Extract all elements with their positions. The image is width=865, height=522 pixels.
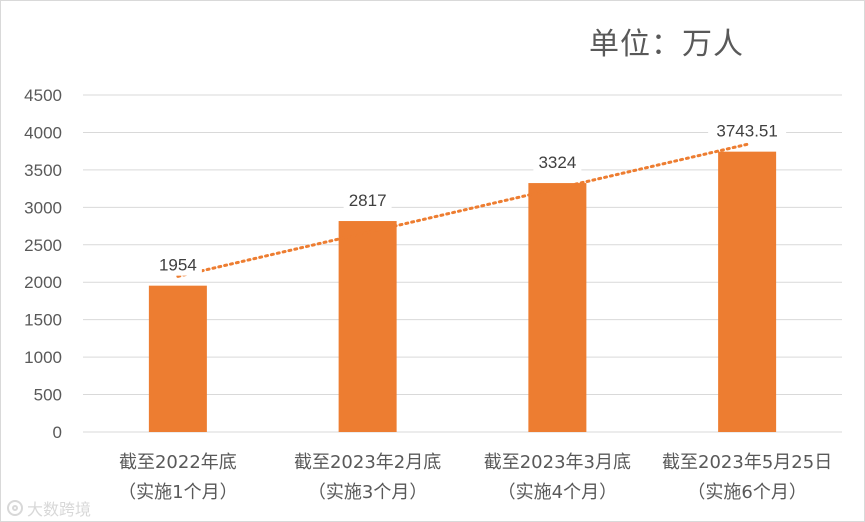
trendline xyxy=(176,142,749,278)
bar xyxy=(528,183,587,432)
bar xyxy=(718,151,777,432)
x-tick-sublabel: （实施6个月） xyxy=(687,482,806,503)
y-tick-label: 4500 xyxy=(24,86,62,105)
x-tick-label: 截至2022年底 xyxy=(119,452,237,473)
data-label-bg xyxy=(708,119,787,142)
y-tick-label: 3500 xyxy=(24,161,62,180)
y-tick-label: 500 xyxy=(34,386,62,405)
data-label: 3324 xyxy=(538,153,576,172)
x-tick-sublabel: （实施4个月） xyxy=(498,482,617,503)
x-tick-label: 截至2023年5月25日 xyxy=(662,452,832,473)
watermark-text: 大数跨境 xyxy=(27,500,92,519)
x-tick-sublabel: （实施1个月） xyxy=(118,482,237,503)
x-tick-label: 截至2023年2月底 xyxy=(294,452,441,473)
y-tick-label: 0 xyxy=(53,423,62,442)
bar xyxy=(148,285,207,432)
x-tick-label: 截至2023年3月底 xyxy=(484,452,631,473)
y-tick-label: 1500 xyxy=(24,311,62,330)
y-tick-label: 2000 xyxy=(24,273,62,292)
data-label-bg xyxy=(343,189,392,212)
data-label: 1954 xyxy=(159,256,197,275)
data-label-bg xyxy=(153,253,202,276)
bar xyxy=(338,221,397,432)
data-label: 2817 xyxy=(349,191,387,210)
data-label-bg xyxy=(533,151,582,174)
watermark-logo-icon xyxy=(7,500,23,516)
y-tick-label: 4000 xyxy=(24,123,62,142)
data-label: 3743.51 xyxy=(716,122,777,141)
unit-label: 单位：万人 xyxy=(589,27,744,62)
y-tick-label: 1000 xyxy=(24,348,62,367)
watermark: 大数跨境 xyxy=(7,496,91,520)
x-tick-sublabel: （实施3个月） xyxy=(308,482,427,503)
y-tick-label: 3000 xyxy=(24,198,62,217)
y-tick-label: 2500 xyxy=(24,236,62,255)
